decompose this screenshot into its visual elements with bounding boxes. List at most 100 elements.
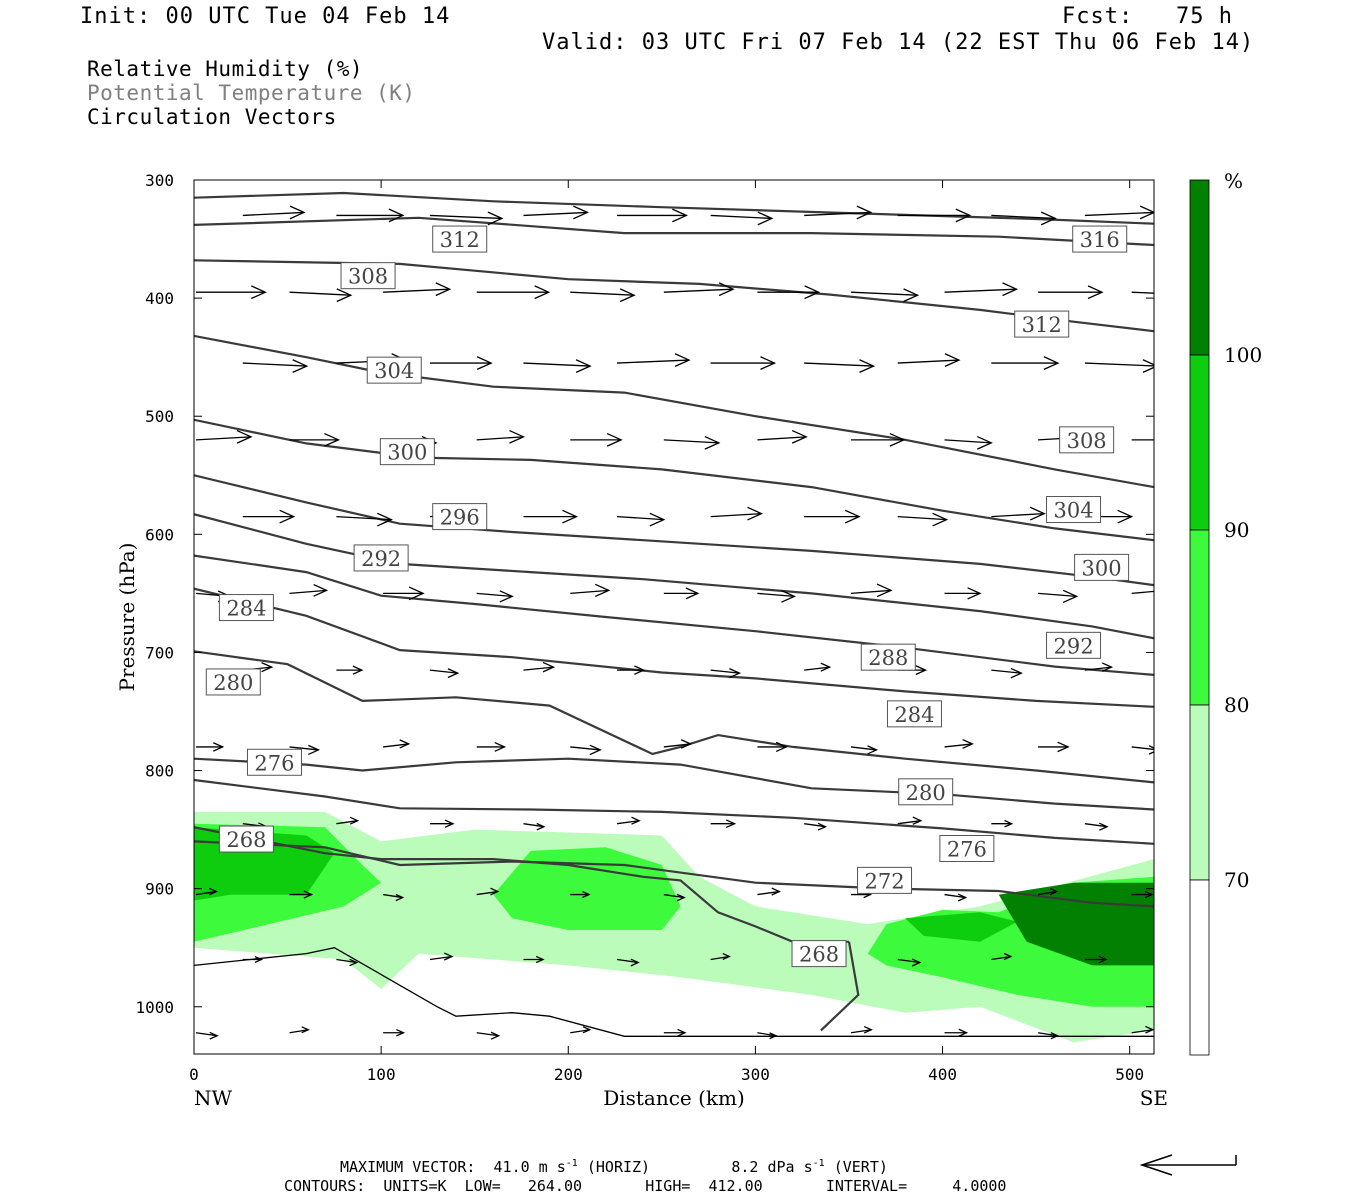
vector-arrow	[804, 662, 832, 672]
theta-label-text: 292	[1053, 634, 1093, 658]
vector-shaft	[429, 955, 453, 961]
vector-head	[324, 432, 340, 447]
vector-arrow	[663, 435, 721, 450]
vector-shaft	[897, 958, 920, 964]
theta-label: 316	[1072, 225, 1128, 253]
theta-contours	[194, 191, 1154, 1032]
vector-arrow	[195, 1031, 219, 1040]
vector-head	[677, 1028, 687, 1037]
vector-shaft	[710, 512, 762, 518]
vector-shaft	[570, 291, 635, 296]
theta-label-text: 272	[864, 869, 904, 893]
vector-head	[1040, 211, 1057, 226]
theta-label-text: 308	[1067, 429, 1107, 453]
x-end-label-right: SE	[1140, 1086, 1168, 1110]
vector-arrow	[1131, 291, 1154, 294]
vector-arrow	[944, 282, 1019, 297]
vector-arrow	[663, 893, 686, 902]
vector-head	[289, 205, 306, 220]
vector-arrow	[1131, 584, 1154, 597]
colorbar-tick-label: 80	[1224, 693, 1249, 717]
vector-shaft	[710, 669, 740, 674]
vector-arrow	[1131, 890, 1154, 899]
vector-arrow	[1084, 822, 1109, 831]
vector-arrow	[476, 1031, 501, 1040]
rh-area-80-2	[493, 847, 681, 930]
vector-head	[443, 952, 454, 961]
vector-shaft	[289, 746, 319, 751]
theta-contour-276	[194, 778, 1154, 845]
vector-shaft	[710, 214, 772, 220]
vector-arrow	[804, 359, 876, 373]
vector-head	[582, 1026, 592, 1034]
theta-contour-292	[194, 554, 1154, 676]
vector-arrow	[991, 506, 1046, 521]
rh-area-70-0	[194, 811, 1154, 1043]
vector-arrow	[944, 587, 982, 600]
vector-head	[859, 359, 876, 373]
vector-head	[911, 958, 922, 967]
vector-shaft	[1084, 211, 1154, 217]
vector-head	[944, 353, 961, 367]
vector-head	[1139, 205, 1154, 220]
plot-frame	[193, 179, 1155, 1055]
max-vector-info: MAXIMUM VECTOR: 41.0 m s-1 (HORIZ) 8.2 d…	[340, 1158, 888, 1176]
colorbar-segment	[1189, 354, 1210, 531]
vector-shaft	[850, 1029, 872, 1034]
y-tick-label: 300	[145, 171, 174, 190]
theta-contour-288	[194, 587, 1154, 708]
vector-head	[889, 432, 906, 447]
vector-shaft	[1038, 1032, 1058, 1037]
vector-head	[487, 211, 504, 226]
vector-arrow	[944, 738, 974, 749]
vector-arrow	[617, 512, 666, 527]
vector-arrow	[1131, 1025, 1154, 1034]
vector-head	[672, 208, 688, 223]
vector-head	[292, 359, 309, 373]
vector-arrow	[523, 822, 546, 831]
vector-arrow	[523, 205, 589, 220]
vector-shaft	[944, 288, 1017, 293]
vector-head	[606, 432, 623, 447]
vector-arrow	[242, 955, 264, 964]
vector-arrow	[195, 887, 218, 896]
vector-shaft	[195, 1032, 218, 1037]
theta-label: 304	[366, 356, 422, 384]
vector-arrow	[757, 429, 808, 444]
vector-arrow	[850, 288, 920, 303]
vector-shaft	[195, 890, 217, 896]
vector-arrow	[242, 359, 309, 373]
y-axis-label: Pressure (hPa)	[115, 543, 139, 692]
vector-head	[536, 822, 546, 831]
vector-shaft	[991, 955, 1011, 961]
theta-label: 292	[353, 544, 409, 572]
vector-shaft	[523, 823, 544, 828]
vector-arrow	[944, 435, 993, 450]
vector-head	[915, 665, 928, 676]
vector-arrow	[757, 887, 781, 896]
vector-arrow	[570, 891, 591, 899]
vector-head	[1029, 506, 1046, 521]
vector-arrow	[710, 211, 774, 226]
vector-arrow	[616, 816, 641, 825]
theta-label-text: 316	[1080, 228, 1120, 252]
theta-label-box	[379, 438, 435, 466]
vector-head	[1099, 822, 1109, 831]
vector-shaft	[1084, 666, 1112, 671]
vector-head	[775, 741, 788, 753]
vector-arrow	[1038, 589, 1079, 604]
theta-label-text: 296	[440, 506, 480, 530]
vector-head	[955, 208, 972, 223]
vector-arrow	[757, 589, 796, 603]
exp-vert: -1	[812, 1158, 825, 1169]
vector-arrow	[617, 208, 688, 223]
theta-label-box	[1046, 496, 1102, 524]
vector-shaft	[523, 666, 554, 671]
theta-label-box	[432, 225, 488, 253]
vector-head	[704, 435, 721, 450]
vector-arrow	[383, 893, 405, 902]
vector-shaft	[991, 214, 1056, 220]
vector-head	[1144, 890, 1154, 899]
vector-arrow	[570, 288, 636, 303]
vector-head	[1050, 1032, 1060, 1040]
